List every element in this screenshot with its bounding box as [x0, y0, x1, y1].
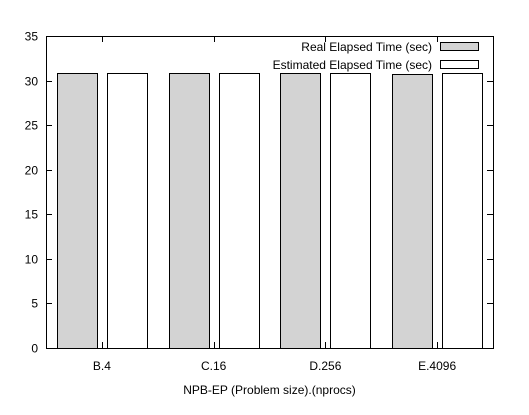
y-tick-label: 25 — [25, 119, 39, 133]
y-tick-label: 10 — [25, 253, 39, 267]
legend-label: Real Elapsed Time (sec) — [301, 40, 432, 54]
bar-real — [57, 73, 98, 349]
bar-estimated — [219, 73, 260, 349]
y-tick-label: 35 — [25, 30, 39, 44]
plot-frame — [46, 36, 494, 349]
legend-swatch — [440, 42, 479, 51]
y-tick-label: 30 — [25, 75, 39, 89]
x-tick-label: B.4 — [93, 359, 111, 373]
bar-estimated — [107, 73, 148, 349]
x-tick-label: E.4096 — [418, 359, 456, 373]
bar-real — [280, 73, 321, 349]
legend: Real Elapsed Time (sec) Estimated Elapsed… — [273, 40, 479, 72]
y-tick-label: 0 — [31, 342, 38, 356]
x-tick-label: D.256 — [309, 359, 341, 373]
legend-swatch — [440, 60, 479, 69]
x-tick-label: C.16 — [201, 359, 227, 373]
bar-real — [392, 74, 433, 349]
x-axis-title: NPB-EP (Problem size).(nprocs) — [183, 383, 356, 397]
bar-real — [169, 73, 210, 349]
axes-group: 0 5 10 15 20 25 30 35 B.4 C.16 D.256 E.4096 — [25, 30, 493, 373]
y-tick-label: 5 — [31, 297, 38, 311]
y-tick-label: 20 — [25, 164, 39, 178]
legend-label: Estimated Elapsed Time (sec) — [273, 58, 432, 72]
y-tick-label: 15 — [25, 208, 39, 222]
bars-group — [57, 73, 483, 349]
bar-estimated — [330, 73, 371, 349]
bar-estimated — [442, 73, 483, 349]
